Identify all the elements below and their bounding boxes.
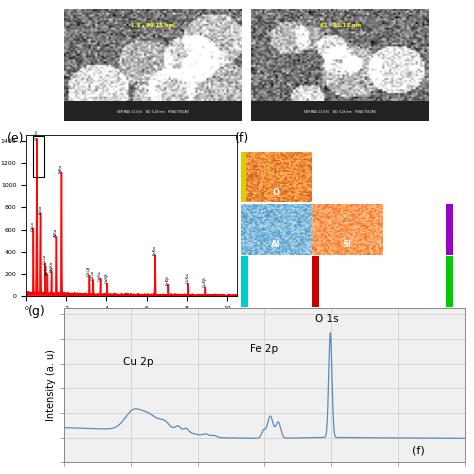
Text: SiKα: SiKα bbox=[59, 164, 63, 173]
Text: O: O bbox=[273, 188, 279, 197]
Text: CdLβ: CdLβ bbox=[87, 266, 91, 276]
Text: Si: Si bbox=[343, 240, 351, 249]
Text: MgKα: MgKα bbox=[49, 260, 53, 272]
Bar bbox=[241, 256, 248, 307]
Text: FeKβ: FeKβ bbox=[166, 275, 170, 284]
Text: Cd: Cd bbox=[412, 292, 424, 301]
Bar bbox=[446, 204, 453, 255]
Text: Ca: Ca bbox=[412, 240, 424, 249]
Y-axis label: Intensity (a. u): Intensity (a. u) bbox=[46, 349, 55, 421]
Bar bbox=[312, 256, 319, 307]
Text: O Kα: O Kα bbox=[35, 130, 38, 139]
Text: Cu: Cu bbox=[341, 292, 353, 301]
Text: Fe 2p: Fe 2p bbox=[250, 344, 278, 355]
Text: (e): (e) bbox=[7, 132, 25, 145]
Text: Na: Na bbox=[341, 188, 353, 197]
Text: Fe: Fe bbox=[270, 292, 282, 301]
Text: 61 - 91.12 nm: 61 - 91.12 nm bbox=[319, 23, 361, 28]
Text: SEM MAG: 15.0 kV    WD: 6.28 mm    MIRA3 TESCAN: SEM MAG: 15.0 kV WD: 6.28 mm MIRA3 TESCA… bbox=[304, 110, 376, 114]
Text: CaKβ: CaKβ bbox=[105, 272, 109, 283]
X-axis label: keV: keV bbox=[125, 317, 138, 322]
Bar bbox=[446, 256, 453, 307]
Text: (f): (f) bbox=[235, 132, 249, 145]
Text: CuKα: CuKα bbox=[186, 272, 190, 283]
Text: FeKα: FeKα bbox=[153, 245, 156, 255]
Text: (f): (f) bbox=[412, 446, 425, 456]
Text: CaKα: CaKα bbox=[98, 270, 102, 281]
Bar bbox=[64, 101, 242, 121]
Text: 1.5 - 50.15 nm: 1.5 - 50.15 nm bbox=[131, 23, 174, 28]
Text: (g): (g) bbox=[28, 305, 46, 318]
Text: Mg: Mg bbox=[411, 188, 425, 197]
Text: Cu 2p: Cu 2p bbox=[123, 356, 153, 367]
Bar bbox=[241, 152, 246, 202]
Text: Al: Al bbox=[271, 240, 281, 249]
Text: AlKα: AlKα bbox=[54, 228, 58, 237]
Bar bbox=[251, 101, 429, 121]
Text: CuLo: CuLo bbox=[43, 254, 47, 264]
Text: CaLo: CaLo bbox=[31, 221, 35, 231]
Bar bbox=[33, 136, 44, 177]
Text: CuKβ: CuKβ bbox=[203, 276, 207, 287]
Text: O 1s: O 1s bbox=[315, 313, 338, 323]
Text: NaKα: NaKα bbox=[45, 264, 49, 275]
Text: CdLo: CdLo bbox=[91, 269, 95, 280]
Text: SEM MAG: 15.0 kV    WD: 6.28 mm    MIRA3 TESCAN: SEM MAG: 15.0 kV WD: 6.28 mm MIRA3 TESCA… bbox=[117, 110, 189, 114]
Text: FeLo: FeLo bbox=[38, 205, 42, 214]
